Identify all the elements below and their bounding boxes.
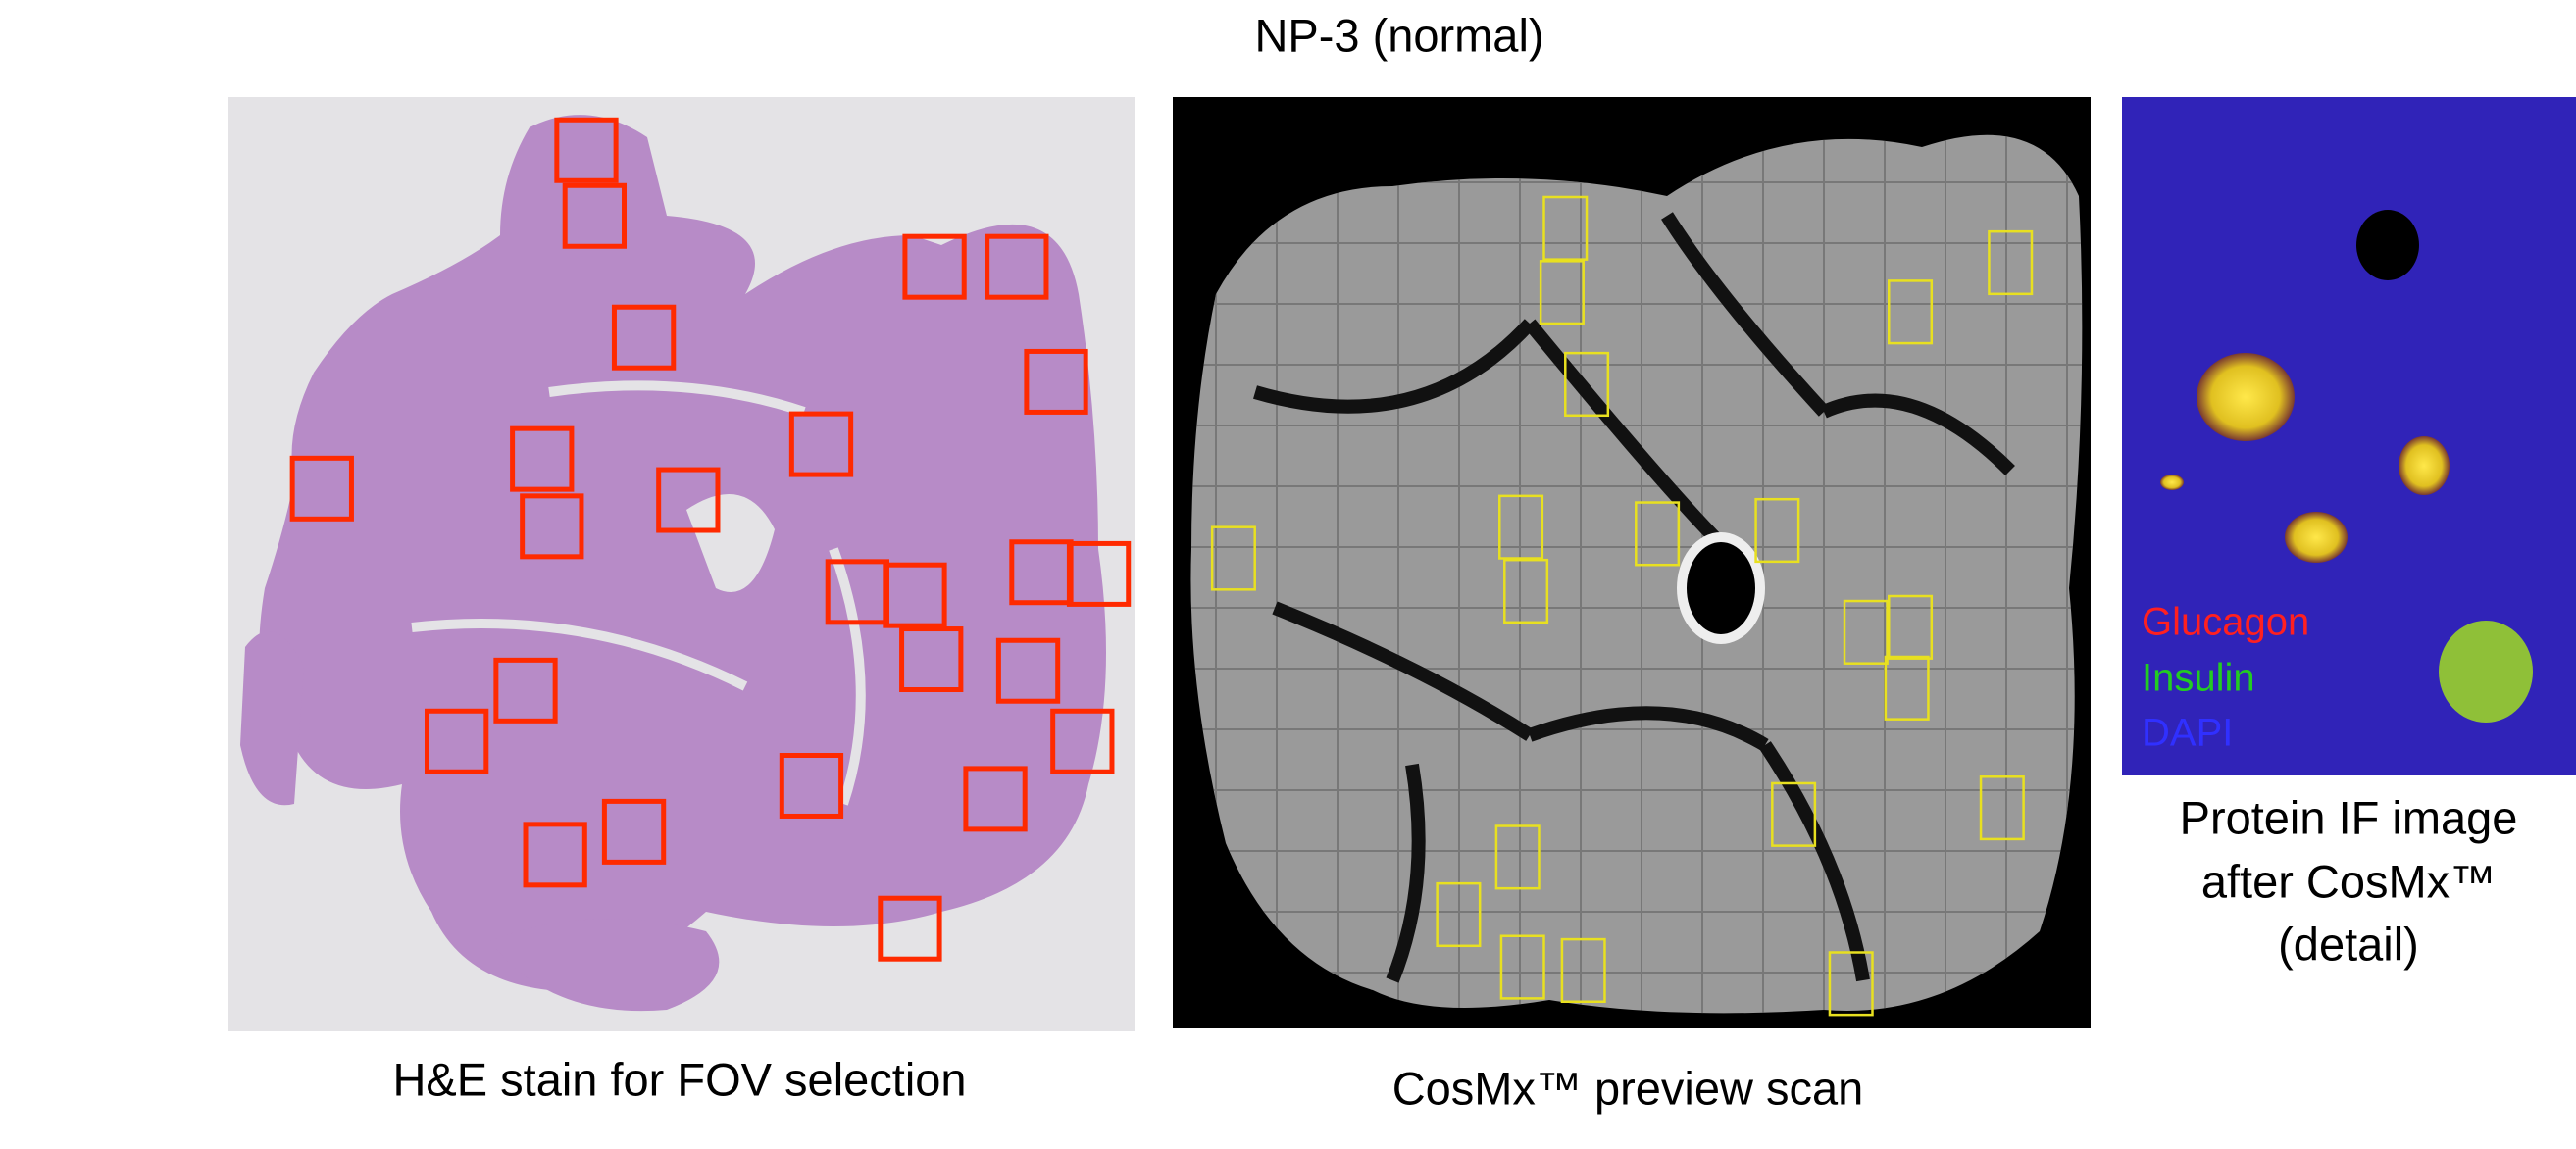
he-panel: [228, 97, 1135, 1031]
cosmx-panel: [1173, 97, 2091, 1028]
if-lumen: [2356, 210, 2419, 280]
if-islet: [2399, 436, 2450, 495]
if-islet: [2197, 353, 2295, 441]
if-caption-line: after CosMx™: [2201, 855, 2496, 907]
he-caption: H&E stain for FOV selection: [392, 1053, 966, 1105]
cosmx-duct: [1682, 537, 1760, 639]
if-islet: [2439, 621, 2533, 723]
figure-title: NP-3 (normal): [1254, 9, 1543, 61]
if-islet: [2160, 475, 2184, 490]
legend-glucagon: Glucagon: [2142, 601, 2309, 644]
legend-dapi: DAPI: [2142, 712, 2233, 755]
if-islet: [2285, 512, 2348, 563]
if-caption-line: Protein IF image: [2180, 791, 2518, 843]
if-caption-line: (detail): [2278, 918, 2419, 970]
cosmx-caption: CosMx™ preview scan: [1392, 1062, 1864, 1114]
if-panel: Glucagon Insulin DAPI: [2122, 97, 2576, 775]
figure: NP-3 (normal) H&E stain for FOV selectio…: [0, 0, 2576, 1149]
legend-insulin: Insulin: [2142, 657, 2255, 700]
cosmx-tiles: [1190, 135, 2082, 1014]
